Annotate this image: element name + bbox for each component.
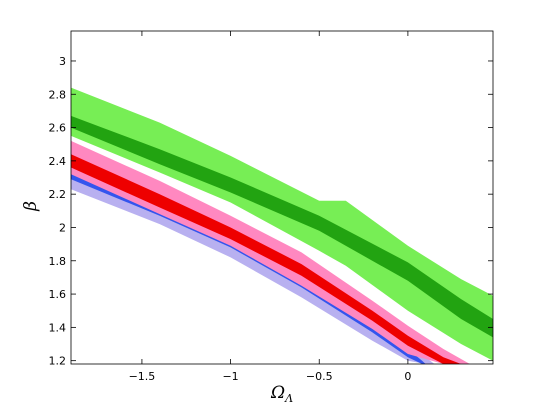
y-tick-label: 2.2 [49,188,67,201]
band-blue-inner [71,172,426,364]
y-tick-label: 2 [59,221,66,234]
y-tick-label: 1.8 [49,255,67,268]
x-tick-label: −0.5 [306,370,333,383]
y-tick-label: 2.6 [49,122,67,135]
x-tick-label: −1 [222,370,238,383]
plot-frame [70,30,494,365]
y-tick-label: 1.2 [49,355,67,368]
x-axis-title: ΩΛ [270,383,293,405]
y-axis-title: β [21,201,41,212]
band-green-outer [71,87,493,361]
x-axis: −1.5 −1 −0.5 0 [129,31,411,383]
band-green-inner [71,115,493,338]
y-tick-label: 3 [59,55,66,68]
x-axis-title-main: Ω [270,383,285,403]
y-tick-label: 2.4 [49,155,67,168]
x-axis-title-subscript: Λ [284,392,293,405]
y-axis: 1.2 1.4 1.6 1.8 2 2.2 2.4 2.6 2.8 3 [49,55,493,368]
x-tick-label: −1.5 [129,370,156,383]
y-tick-label: 2.8 [49,88,67,101]
y-tick-label: 1.6 [49,288,67,301]
data-bands [71,87,493,364]
y-tick-label: 1.4 [49,321,67,334]
band-red-inner [71,154,462,364]
x-tick-label: 0 [404,370,411,383]
